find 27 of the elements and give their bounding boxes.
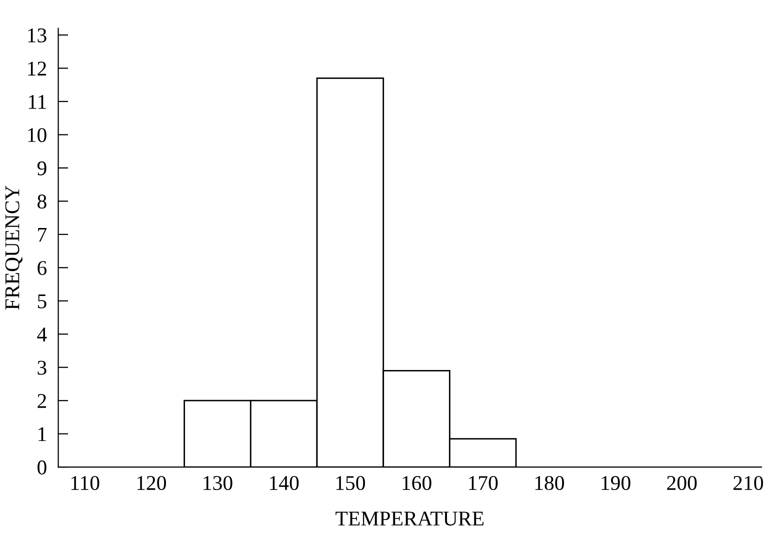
y-tick-label: 3: [38, 360, 46, 375]
x-tick-label: 200: [667, 476, 697, 490]
y-tick-label: 7: [38, 228, 47, 242]
y-tick-label: 10: [28, 128, 46, 142]
y-tick-label: 12: [28, 62, 46, 76]
x-tick-label: 130: [204, 476, 232, 490]
x-tick-label: 160: [402, 476, 432, 490]
y-tick-label: 6: [38, 261, 47, 276]
y-tick-label: 13: [28, 28, 46, 42]
y-tick-label: 1: [38, 427, 46, 442]
y-tick-label: 2: [38, 394, 46, 408]
y-tick-label: 0: [38, 460, 46, 474]
y-tick-label: 8: [38, 194, 46, 209]
x-tick-label: 150: [336, 476, 365, 490]
x-tick-label: 190: [602, 476, 630, 490]
x-tick-label: 180: [535, 476, 564, 490]
x-axis-title: TEMPERATURE: [336, 512, 484, 526]
y-tick-label: 11: [28, 94, 46, 109]
y-tick-label: 4: [37, 328, 47, 342]
x-tick-label: 110: [71, 476, 100, 490]
x-tick-label: 140: [270, 476, 299, 490]
x-tick-label: 120: [137, 476, 166, 490]
y-axis-title: FREQUENCY: [5, 186, 22, 310]
x-tick-label: 210: [733, 476, 764, 490]
y-tick-label: 5: [38, 294, 46, 308]
x-tick-label: 170: [469, 476, 498, 490]
y-tick-label: 9: [37, 161, 46, 176]
